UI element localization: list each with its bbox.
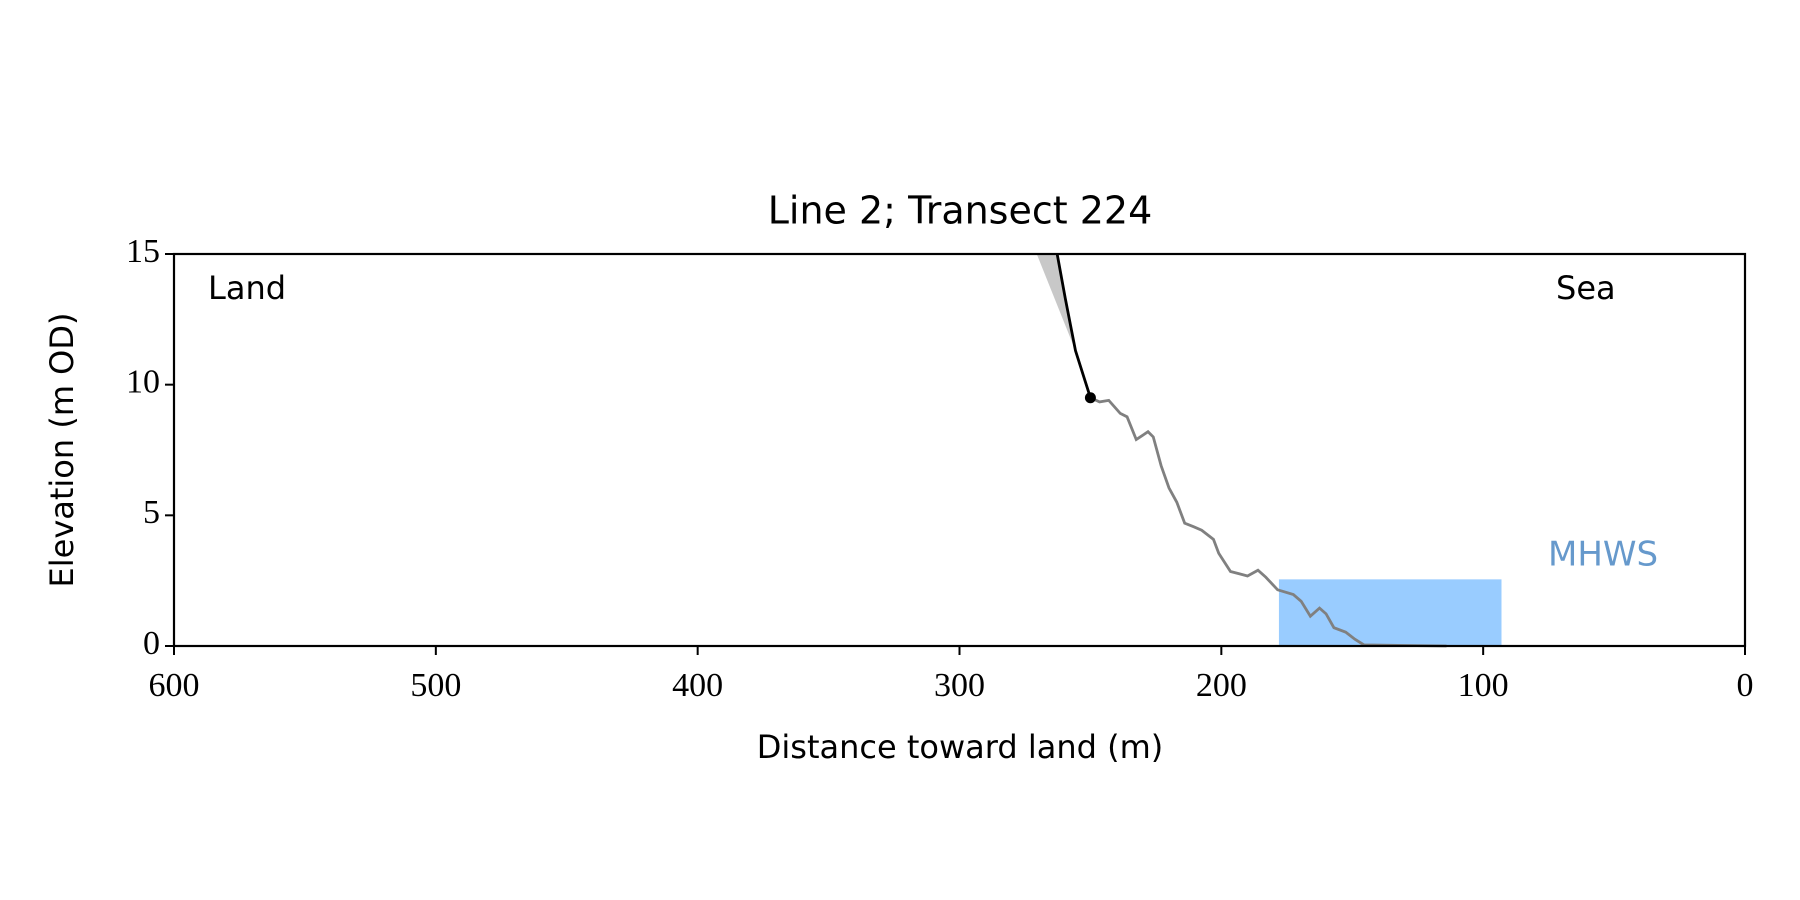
x-tick-label: 300 [934, 667, 985, 704]
y-tick-label: 10 [126, 363, 160, 400]
annotation: Sea [1556, 269, 1616, 307]
profile-line [1089, 396, 1447, 648]
mhws-label: MHWS [1548, 535, 1658, 575]
end-marker [1084, 392, 1096, 404]
x-tick-label: 200 [1196, 667, 1247, 704]
chart-title: Line 2; Transect 224 [768, 189, 1153, 233]
x-tick-label: 400 [672, 667, 723, 704]
x-tick-label: 100 [1458, 667, 1509, 704]
y-tick-label: 15 [126, 233, 160, 270]
y-axis-label: Elevation (m OD) [43, 313, 81, 588]
x-axis-label: Distance toward land (m) [757, 728, 1163, 766]
annotation: Land [208, 269, 286, 307]
x-tick-label: 0 [1737, 667, 1754, 704]
shaded-area [1036, 254, 1076, 351]
axes-frame [172, 252, 1747, 648]
x-tick-label: 500 [410, 667, 461, 704]
x-tick-label: 600 [149, 667, 200, 704]
y-tick-label: 5 [143, 494, 160, 531]
y-tick-label: 0 [143, 625, 160, 662]
profile-line [1055, 253, 1092, 399]
